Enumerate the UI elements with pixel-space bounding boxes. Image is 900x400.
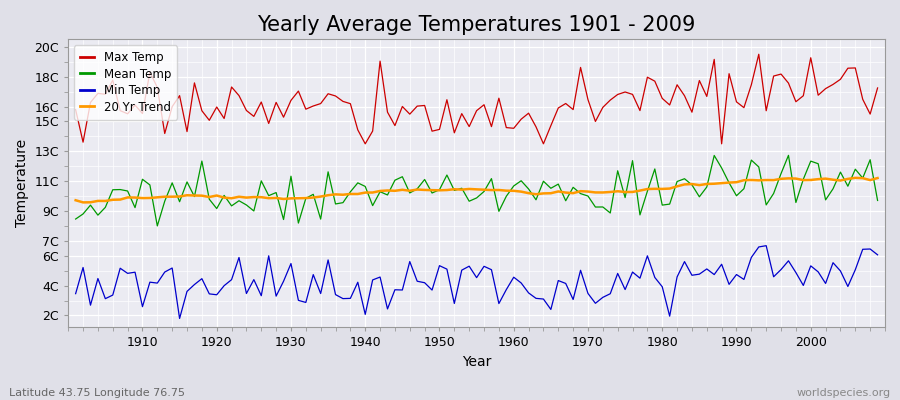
Text: Latitude 43.75 Longitude 76.75: Latitude 43.75 Longitude 76.75 [9,388,185,398]
X-axis label: Year: Year [462,355,491,369]
Text: worldspecies.org: worldspecies.org [796,388,891,398]
Title: Yearly Average Temperatures 1901 - 2009: Yearly Average Temperatures 1901 - 2009 [257,15,696,35]
Y-axis label: Temperature: Temperature [15,139,29,228]
Legend: Max Temp, Mean Temp, Min Temp, 20 Yr Trend: Max Temp, Mean Temp, Min Temp, 20 Yr Tre… [74,45,177,120]
